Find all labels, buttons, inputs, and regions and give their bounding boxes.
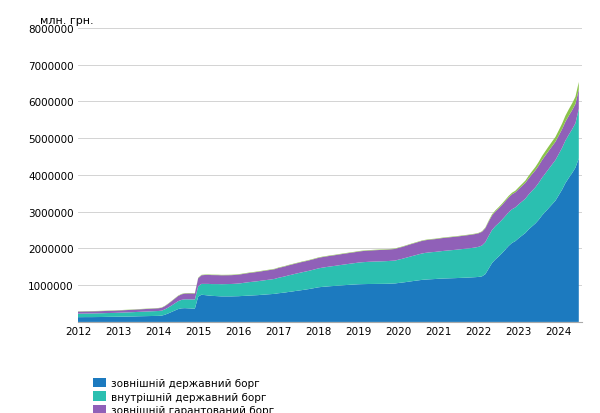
Text: млн. грн.: млн. грн.: [40, 16, 94, 26]
Legend: зовнішній державний борг, внутрішній державний борг, зовнішній гарантований борг: зовнішній державний борг, внутрішній дер…: [93, 378, 281, 413]
